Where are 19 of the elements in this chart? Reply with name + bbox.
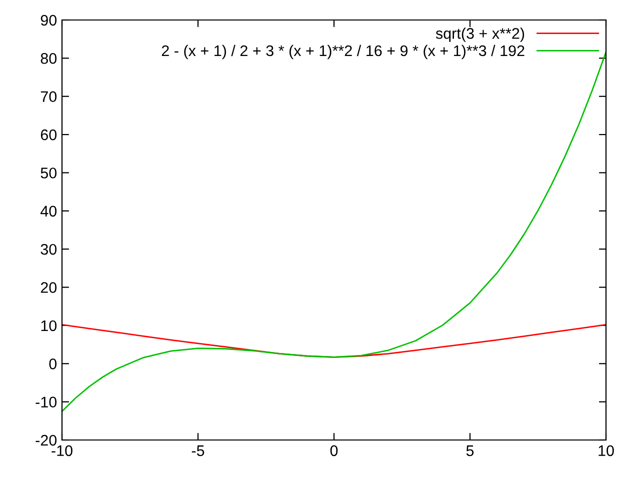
x-tick-label: 0 xyxy=(330,445,338,456)
legend-label: 2 - (x + 1) / 2 + 3 * (x + 1)**2 / 16 + 9 * (x + 1)**3 / 192 xyxy=(162,44,524,60)
y-tick-label: 50 xyxy=(40,168,57,178)
x-tick-label: 5 xyxy=(466,445,474,456)
y-tick-label: -10 xyxy=(36,396,57,408)
y-tick-label: 60 xyxy=(40,129,57,140)
y-tick-label: -20 xyxy=(36,434,57,446)
x-tick-label: -10 xyxy=(52,445,72,456)
y-tick-label: 40 xyxy=(40,206,57,217)
y-tick-label: 10 xyxy=(41,320,57,332)
y-tick-label: 90 xyxy=(40,14,57,26)
y-tick-label: 20 xyxy=(40,282,57,293)
y-tick-label: 70 xyxy=(40,91,57,102)
y-tick-label: 0 xyxy=(49,358,57,370)
x-tick-label: -5 xyxy=(192,445,204,456)
x-tick-label: 10 xyxy=(598,445,614,456)
y-tick-label: 80 xyxy=(40,53,57,64)
y-tick-label: 30 xyxy=(40,244,57,255)
legend-label: sqrt(3 + x**2) xyxy=(436,28,524,42)
